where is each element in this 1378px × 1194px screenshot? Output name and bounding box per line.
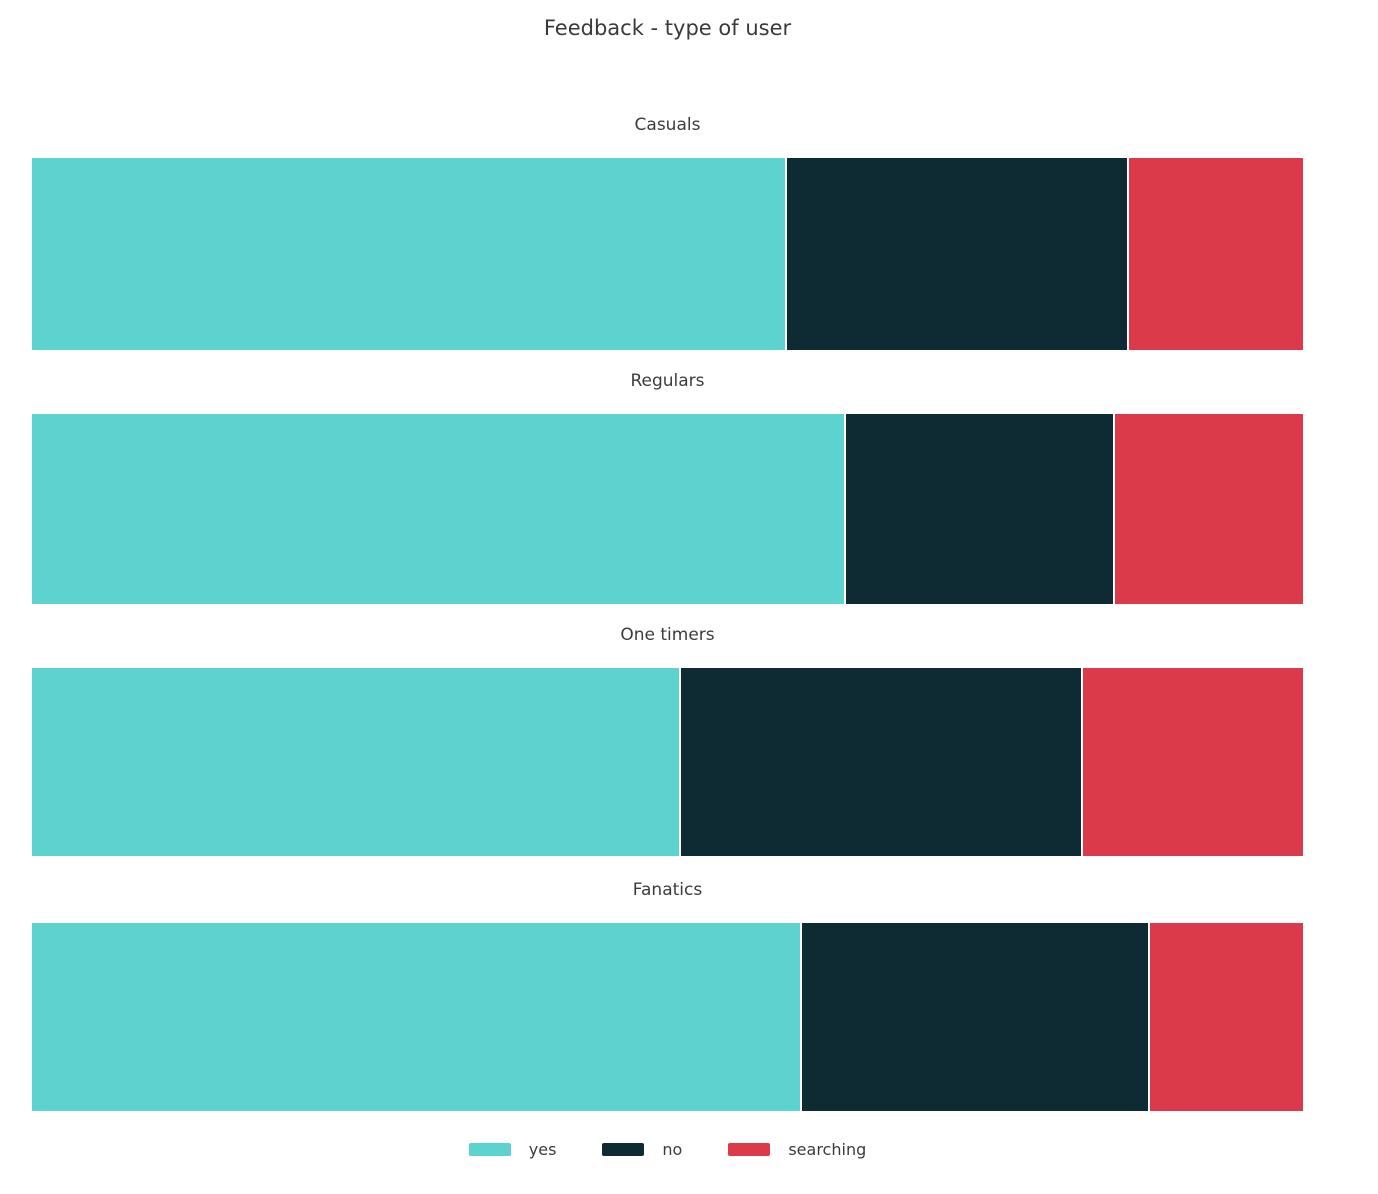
bar-group-regulars: Regulars: [31, 368, 1304, 605]
bar-segment-searching: [1114, 413, 1304, 605]
bar-segment-searching: [1128, 157, 1304, 351]
bar-segment-yes: [31, 667, 681, 857]
bar-group-casuals: Casuals: [31, 112, 1304, 351]
bar-segment-yes: [31, 157, 786, 351]
bar-segment-yes: [31, 413, 846, 605]
legend-swatch-searching: [728, 1143, 771, 1156]
bar-segment-searching: [1081, 667, 1304, 857]
group-label-one-timers: One timers: [620, 625, 715, 645]
legend-label-no: no: [662, 1140, 683, 1159]
legend-swatch-no: [602, 1143, 645, 1156]
bar-segment-yes: [31, 922, 801, 1112]
group-label-fanatics: Fanatics: [632, 880, 703, 900]
chart-title: Feedback - type of user: [543, 16, 792, 40]
bar-group-fanatics: Fanatics: [31, 877, 1304, 1112]
legend: yes no searching: [31, 1140, 1304, 1159]
legend-item-yes: yes: [468, 1140, 557, 1159]
stacked-bar: [31, 922, 1304, 1112]
legend-item-searching: searching: [728, 1140, 866, 1159]
bar-segment-searching: [1148, 922, 1304, 1112]
legend-label-searching: searching: [788, 1140, 867, 1159]
bar-segment-no: [845, 413, 1115, 605]
bar-segment-no: [800, 922, 1149, 1112]
stacked-bar: [31, 413, 1304, 605]
legend-label-yes: yes: [528, 1140, 557, 1159]
bar-segment-no: [680, 667, 1082, 857]
bar-group-one-timers: One timers: [31, 622, 1304, 857]
group-label-regulars: Regulars: [630, 371, 705, 391]
chart-area: Feedback - type of user Casuals Regulars…: [31, 0, 1304, 1194]
stacked-bar: [31, 157, 1304, 351]
group-label-casuals: Casuals: [634, 115, 701, 135]
legend-swatch-yes: [468, 1143, 511, 1156]
bar-segment-no: [785, 157, 1129, 351]
legend-item-no: no: [602, 1140, 682, 1159]
stacked-bar: [31, 667, 1304, 857]
